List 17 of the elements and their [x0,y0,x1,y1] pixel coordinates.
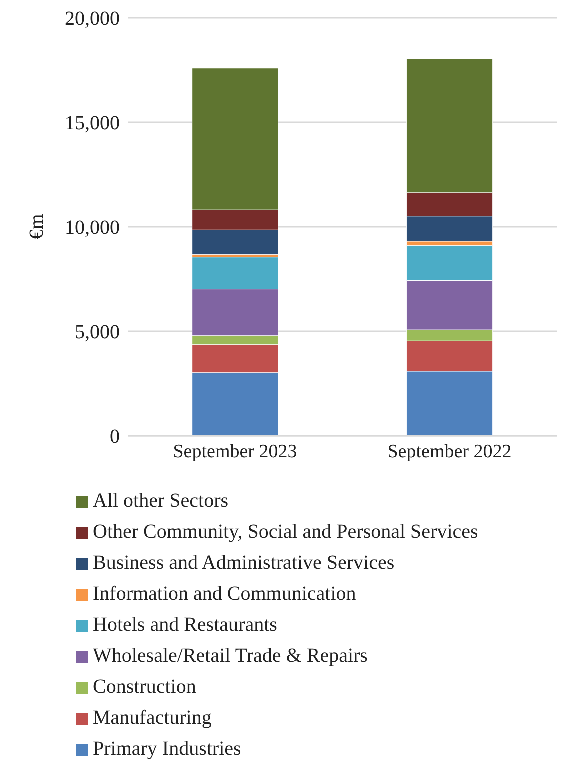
y-tick-label: 20,000 [65,8,120,30]
y-tick-label: 10,000 [65,217,120,240]
x-tick-label: September 2023 [173,441,298,462]
legend-label: Hotels and Restaurants [93,614,278,637]
legend-label: Information and Communication [93,583,356,606]
legend-label: All other Sectors [93,490,229,513]
y-tick-label: 0 [110,426,120,448]
legend-label: Other Community, Social and Personal Services [93,521,478,544]
legend-label: Business and Administrative Services [93,552,395,575]
y-axis-title: €m [26,214,48,240]
legend-label: Manufacturing [93,707,212,730]
legend-label: Construction [93,676,196,699]
y-tick-label: 5,000 [75,322,120,344]
y-tick-label: 15,000 [65,112,120,135]
legend-label: Primary Industries [93,738,242,761]
x-tick-label: September 2022 [388,441,512,462]
legend-label: Wholesale/Retail Trade & Repairs [93,645,368,668]
